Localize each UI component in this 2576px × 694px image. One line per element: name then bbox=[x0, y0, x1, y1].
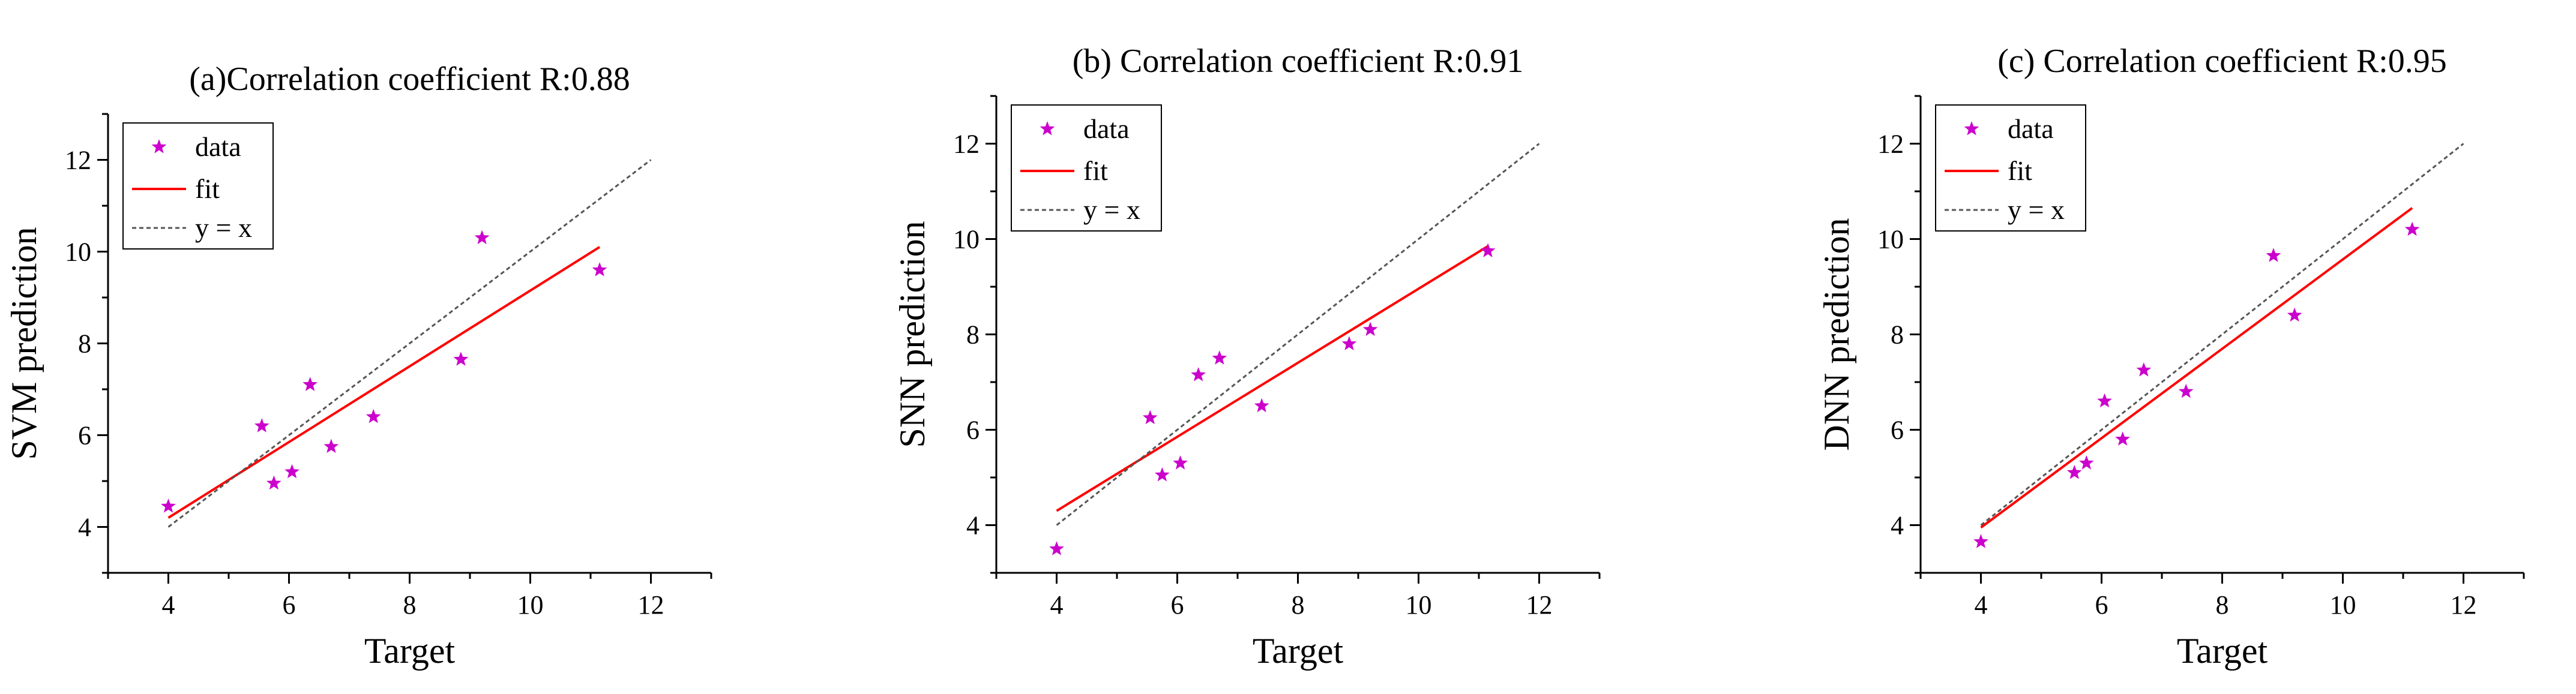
identity-line bbox=[167, 159, 652, 528]
y-tick-label: 10 bbox=[65, 238, 91, 267]
data-point bbox=[2404, 221, 2420, 236]
y-axis-label: SVM prediction bbox=[4, 227, 44, 459]
data-point bbox=[1191, 367, 1206, 381]
chart-title: (a)Correlation coefficient R:0.88 bbox=[189, 61, 630, 98]
data-point bbox=[1049, 541, 1064, 555]
x-tick-label: 6 bbox=[1171, 590, 1184, 620]
chart-panel-1: 4 6 8 10 12 4 6 8 10 12 (b) Correlation coefficien… bbox=[892, 43, 1601, 671]
legend-data-marker bbox=[1964, 121, 1979, 136]
identity-line bbox=[1056, 143, 1540, 526]
y-tick-label: 10 bbox=[953, 225, 980, 254]
legend-label-identity: y = x bbox=[195, 212, 252, 243]
data-point bbox=[592, 262, 607, 277]
y-tick-label: 6 bbox=[966, 416, 980, 445]
y-axis-label: DNN prediction bbox=[1817, 218, 1856, 450]
legend-box bbox=[1011, 104, 1162, 232]
data-point bbox=[474, 230, 490, 245]
data-point bbox=[1362, 322, 1378, 337]
x-tick-label: 12 bbox=[1526, 590, 1553, 620]
x-tick-label: 12 bbox=[2451, 590, 2477, 620]
y-tick-label: 6 bbox=[1891, 416, 1904, 445]
data-point bbox=[1254, 398, 1269, 413]
chart-panel-2: 4 6 8 10 12 4 6 8 10 12 (c) Correlation coefficien… bbox=[1817, 43, 2525, 671]
x-tick-label: 8 bbox=[403, 590, 417, 620]
chart-title: (c) Correlation coefficient R:0.95 bbox=[1997, 43, 2446, 80]
x-axis-label: Target bbox=[2177, 631, 2268, 671]
data-point bbox=[2287, 307, 2302, 322]
x-tick-label: 8 bbox=[2216, 590, 2229, 620]
chart-title: (b) Correlation coefficient R:0.91 bbox=[1073, 43, 1524, 80]
data-point bbox=[453, 351, 469, 366]
y-tick-label: 4 bbox=[966, 511, 980, 540]
data-point bbox=[1212, 350, 1227, 365]
data-point bbox=[254, 418, 269, 432]
x-tick-label: 4 bbox=[1975, 590, 1988, 620]
y-tick-label: 12 bbox=[65, 146, 91, 175]
x-tick-label: 10 bbox=[2330, 590, 2356, 620]
chart-panel-0: 4 6 8 10 12 4 6 8 10 12 (a)Correlation coefficient… bbox=[4, 61, 712, 671]
data-point bbox=[1973, 534, 1988, 548]
y-tick-label: 4 bbox=[78, 513, 91, 542]
data-point bbox=[1480, 243, 1496, 257]
y-tick-label: 8 bbox=[1891, 320, 1904, 350]
y-tick-label: 10 bbox=[1877, 225, 1904, 254]
legend-label-identity: y = x bbox=[1083, 194, 1140, 225]
legend-data-marker bbox=[151, 139, 167, 154]
data-point bbox=[302, 377, 317, 391]
fit-line bbox=[1980, 207, 2413, 529]
data-point bbox=[2178, 383, 2194, 398]
x-tick-label: 12 bbox=[638, 590, 664, 620]
fit-line bbox=[1056, 245, 1489, 512]
x-axis-label: Target bbox=[1253, 631, 1344, 671]
x-tick-label: 6 bbox=[283, 590, 296, 620]
y-tick-label: 12 bbox=[953, 130, 980, 159]
y-tick-label: 8 bbox=[78, 329, 91, 359]
y-tick-label: 6 bbox=[78, 421, 91, 450]
data-point bbox=[2079, 455, 2094, 470]
legend-data-marker bbox=[1040, 121, 1055, 136]
x-tick-label: 4 bbox=[1050, 590, 1064, 620]
data-point bbox=[1173, 455, 1188, 470]
data-point bbox=[2115, 431, 2130, 446]
x-tick-label: 4 bbox=[162, 590, 175, 620]
data-point bbox=[2097, 393, 2112, 408]
x-tick-label: 6 bbox=[2095, 590, 2108, 620]
identity-line bbox=[1980, 143, 2464, 526]
data-point bbox=[324, 438, 339, 453]
data-point bbox=[2136, 362, 2152, 377]
legend-label-identity: y = x bbox=[2008, 194, 2065, 225]
data-point bbox=[284, 464, 299, 479]
x-tick-label: 8 bbox=[1292, 590, 1305, 620]
legend-label-data: data bbox=[1083, 113, 1130, 144]
legend-label-data: data bbox=[195, 131, 241, 162]
y-axis-label: SNN prediction bbox=[892, 221, 932, 447]
legend-label-data: data bbox=[2008, 113, 2054, 144]
data-point bbox=[1341, 336, 1357, 350]
data-point bbox=[161, 498, 176, 513]
y-tick-label: 8 bbox=[966, 320, 980, 350]
legend-label-fit: fit bbox=[1083, 155, 1108, 186]
x-tick-label: 10 bbox=[1406, 590, 1432, 620]
y-tick-label: 4 bbox=[1891, 511, 1904, 540]
legend-label-fit: fit bbox=[2008, 155, 2032, 186]
data-point bbox=[2266, 248, 2281, 262]
y-tick-label: 12 bbox=[1877, 130, 1904, 159]
data-point bbox=[366, 408, 381, 423]
data-point bbox=[1142, 410, 1158, 425]
data-point bbox=[266, 475, 281, 490]
x-tick-label: 10 bbox=[517, 590, 544, 620]
x-axis-label: Target bbox=[364, 631, 456, 671]
data-point bbox=[1155, 467, 1170, 482]
data-point bbox=[2066, 465, 2082, 479]
legend-label-fit: fit bbox=[195, 173, 220, 204]
